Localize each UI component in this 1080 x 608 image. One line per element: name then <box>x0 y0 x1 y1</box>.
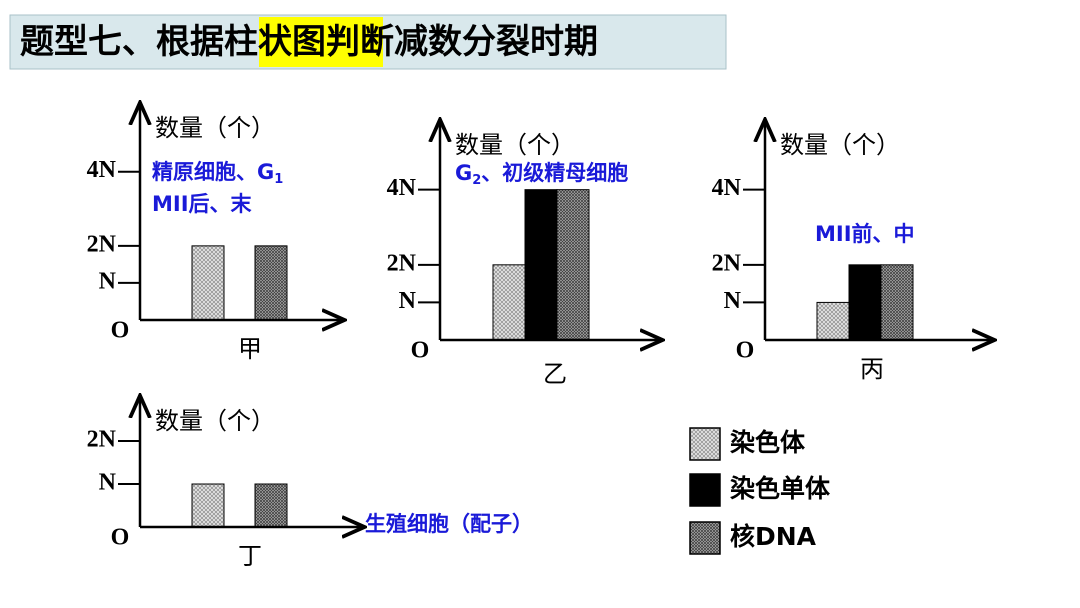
annotation-text: 生殖细胞（配子） <box>365 512 533 536</box>
y-tick-label: N <box>399 288 417 314</box>
legend-swatch <box>689 427 721 461</box>
x-axis-label: 乙 <box>543 360 567 388</box>
bar <box>848 264 882 341</box>
bar <box>816 301 850 341</box>
bar <box>191 483 225 528</box>
y-tick-label: 2N <box>87 231 117 257</box>
y-tick-label: 2N <box>87 427 117 453</box>
bar <box>492 264 526 341</box>
y-tick-label: N <box>724 288 742 314</box>
y-tick-label: N <box>99 470 117 496</box>
y-axis-label: 数量（个） <box>780 131 900 159</box>
annotation-sub: 2 <box>472 173 481 188</box>
origin-label: O <box>736 338 755 364</box>
bar <box>191 245 225 321</box>
annotation-text: G <box>455 161 472 185</box>
legend-label: 染色体 <box>730 428 806 457</box>
x-axis-label: 丁 <box>238 542 262 570</box>
origin-label: O <box>111 525 130 551</box>
y-axis-label: 数量（个） <box>155 407 275 435</box>
y-tick-label: 4N <box>387 175 417 201</box>
legend-swatch <box>689 521 721 555</box>
annotation: G2、初级精母细胞 <box>455 161 628 188</box>
y-tick-label: 4N <box>87 157 117 183</box>
x-axis-label: 甲 <box>238 335 262 363</box>
bar <box>524 189 558 341</box>
bar <box>254 483 288 528</box>
annotation-text: MII后、末 <box>152 192 253 216</box>
y-tick-label: 4N <box>712 175 742 201</box>
annotation: MII前、中 <box>815 222 915 246</box>
y-axis-label: 数量（个） <box>455 131 575 159</box>
y-tick-label: 2N <box>387 250 417 276</box>
y-tick-label: N <box>99 268 117 294</box>
x-axis-label: 丙 <box>860 355 884 383</box>
bar <box>556 189 590 341</box>
y-tick-label: 2N <box>712 250 742 276</box>
highlight <box>259 17 383 67</box>
bar <box>880 264 914 341</box>
origin-label: O <box>411 338 430 364</box>
y-axis-label: 数量（个） <box>155 114 275 142</box>
legend-label: 核DNA <box>730 522 817 551</box>
annotation-sub: 1 <box>274 172 283 187</box>
origin-label: O <box>111 318 130 344</box>
legend-label: 染色单体 <box>730 474 831 503</box>
annotation-text: 精原细胞、G <box>152 160 274 184</box>
title: 题型七、根据柱状图判断减数分裂时期 <box>20 22 598 62</box>
annotation: 精原细胞、G1 <box>152 160 283 187</box>
bar <box>254 245 288 321</box>
legend-swatch <box>689 473 721 507</box>
annotation: 生殖细胞（配子） <box>365 512 533 536</box>
annotation: MII后、末 <box>152 192 253 216</box>
annotation-text: MII前、中 <box>815 222 915 246</box>
annotation-text: 、初级精母细胞 <box>481 161 628 185</box>
